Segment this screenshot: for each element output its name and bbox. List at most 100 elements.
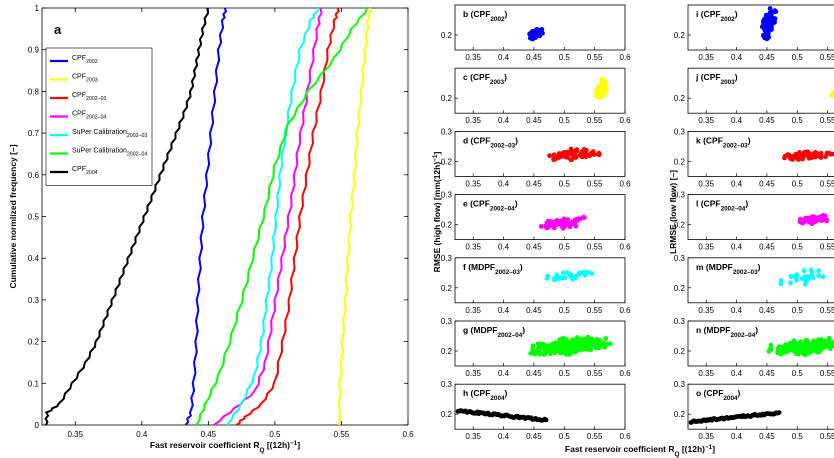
scatter-point (570, 276, 575, 282)
scatter-x-axis-label: Fast reservoir coefficient RQ [(12h)−1] (565, 444, 715, 458)
x-tick-label: 0.55 (587, 179, 603, 188)
cdf-line-cpf-2003 (337, 7, 373, 426)
scatter-point (555, 155, 561, 161)
x-tick-label: 0.5 (792, 369, 804, 378)
x-tick-label: 0.6 (619, 432, 631, 441)
scatter-point (775, 346, 781, 352)
x-tick-label: 0.35 (465, 116, 481, 125)
scatter-point (806, 218, 811, 224)
scatter-point (573, 155, 579, 160)
scatter-point (576, 216, 582, 222)
scatter-panel-f: 0.35 0.4 0.45 0.5 0.55 0.6 0.3 0.2 f (MDPF2002–0… (441, 254, 631, 315)
scatter-point (607, 341, 613, 346)
x-tick-label: 0.45 (526, 306, 542, 315)
scatter-point (604, 341, 609, 347)
scatter-point (820, 274, 826, 279)
scatter-panel-i: 0.350.40.450.50.550.60.2i (CPF2002) (674, 4, 834, 62)
y-tick-label: 0.9 (28, 46, 40, 55)
x-tick-label: 0.5 (792, 432, 804, 441)
scatter-point (818, 347, 824, 352)
scatter-point (767, 6, 773, 11)
scatter-panel-title: b (CPF2002) (463, 9, 508, 23)
scatter-point (557, 350, 563, 356)
x-tick-label: 0.4 (498, 306, 510, 315)
scatter-point (543, 417, 549, 423)
x-tick-label: 0.45 (526, 432, 542, 441)
scatter-point (778, 281, 784, 287)
x-tick-label: 0.6 (619, 306, 631, 315)
y-tick-label: 0.3 (441, 254, 453, 263)
scatter-point (772, 8, 778, 14)
scatter-point (797, 150, 802, 155)
scatter-point (583, 340, 589, 345)
legend-entry: SuPer Calibration2002–03 (72, 129, 147, 139)
x-tick-label: 0.6 (402, 430, 414, 439)
scatter-point (800, 156, 805, 162)
x-tick-label: 0.55 (587, 53, 603, 62)
scatter-point (530, 343, 536, 349)
y-axis-label-a: Cumulative normlized frequency [–] (8, 144, 18, 288)
scatter-point (544, 225, 550, 231)
scatter-point (557, 220, 563, 226)
scatter-point (561, 270, 566, 276)
x-tick-label: 0.55 (334, 430, 350, 439)
scatter-panel-j: 0.350.40.450.50.550.60.2j (CPF2003) (674, 67, 834, 125)
scatter-point (817, 341, 823, 347)
scatter-point (805, 152, 811, 158)
legend-entry: CPF2003 (72, 74, 98, 84)
x-tick-label: 0.4 (731, 116, 743, 125)
y-tick-label: 0.7 (28, 129, 40, 138)
scatter-point (601, 90, 606, 96)
scatter-point (783, 343, 789, 348)
scatter-panel-title: f (MDPF2002–03) (463, 262, 523, 276)
x-tick-label: 0.5 (559, 243, 571, 252)
scatter-panel-title: c (CPF2003) (463, 72, 507, 86)
x-tick-label: 0.4 (731, 179, 743, 188)
cdf-line-cpf-2002 (184, 7, 228, 426)
x-tick-label: 0.35 (698, 116, 714, 125)
y-tick-label: 0.2 (441, 157, 453, 166)
x-tick-label: 0.4 (731, 53, 743, 62)
scatter-panel-frame (687, 67, 834, 114)
scatter-point (529, 36, 534, 41)
scatter-point (602, 78, 608, 84)
x-tick-label: 0.35 (465, 306, 481, 315)
scatter-point (806, 343, 811, 349)
x-tick-label: 0.55 (587, 432, 603, 441)
scatter-point (582, 215, 587, 221)
scatter-point (528, 350, 534, 356)
x-tick-label: 0.55 (587, 243, 603, 252)
scatter-point (547, 153, 552, 159)
y-tick-label: 0.8 (28, 87, 40, 96)
scatter-point (587, 152, 593, 158)
y-tick-label: 0.2 (441, 221, 453, 230)
x-tick-label: 0.45 (526, 243, 542, 252)
left-y-axis-label: RMSE (high flow) [mm(12h)−1] (432, 152, 443, 273)
right-y-axis-label: LRMSE (low flow) [–] (668, 170, 678, 254)
scatter-panel-title: h (CPF2004) (463, 388, 508, 402)
scatter-point (563, 340, 568, 345)
scatter-point (540, 30, 545, 36)
x-tick-label: 0.45 (759, 369, 775, 378)
cdf-line-super-calibration-2002–04 (195, 7, 368, 426)
scatter-point (801, 152, 807, 158)
y-tick-label: 0.2 (441, 31, 453, 40)
scatter-point (572, 349, 578, 355)
x-tick-label: 0.55 (587, 369, 603, 378)
scatter-point (582, 269, 588, 275)
scatter-point (830, 151, 834, 157)
scatter-point (819, 213, 825, 219)
scatter-panel-k: 0.350.40.450.50.550.60.30.2k (CPF2002–03… (674, 127, 834, 188)
scatter-point (530, 347, 535, 352)
scatter-point (565, 217, 571, 223)
scatter-panel-title: l (CPF2002–04) (696, 199, 748, 213)
x-tick-label: 0.45 (526, 179, 542, 188)
y-tick-label: 1 (35, 4, 40, 13)
scatter-panel-frame (454, 130, 626, 177)
scatter-panel-title: o (CPF2004) (696, 388, 741, 402)
scatter-point (568, 146, 574, 152)
scatter-point (551, 225, 557, 231)
scatter-panel-frame (687, 194, 834, 241)
x-tick-label: 0.45 (526, 53, 542, 62)
scatter-panel-frame (454, 257, 626, 304)
